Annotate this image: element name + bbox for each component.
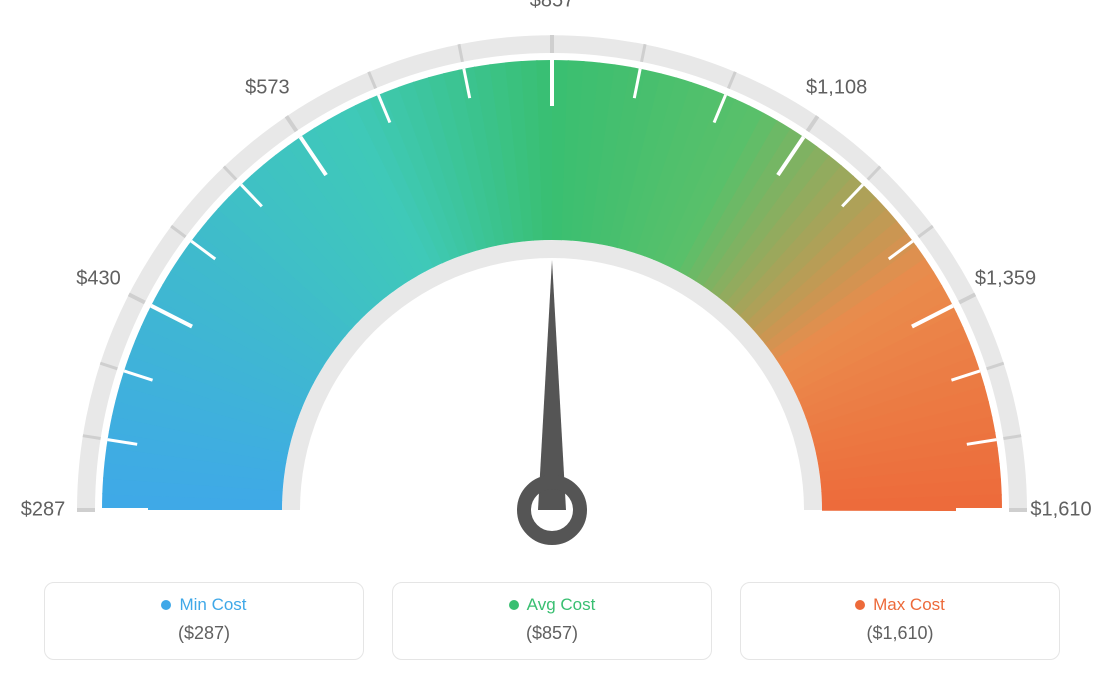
gauge-tick-label: $1,359 xyxy=(975,267,1036,290)
legend-card-max: Max Cost ($1,610) xyxy=(740,582,1060,660)
legend-title-avg: Avg Cost xyxy=(509,595,596,615)
gauge-tick-label: $1,108 xyxy=(806,77,867,100)
legend-avg-label: Avg Cost xyxy=(527,595,596,615)
legend-title-max: Max Cost xyxy=(855,595,945,615)
gauge-tick-label: $287 xyxy=(21,499,66,522)
legend-row: Min Cost ($287) Avg Cost ($857) Max Cost… xyxy=(0,582,1104,660)
legend-max-value: ($1,610) xyxy=(741,623,1059,644)
legend-max-label: Max Cost xyxy=(873,595,945,615)
legend-min-value: ($287) xyxy=(45,623,363,644)
gauge-tick-label: $430 xyxy=(76,267,121,290)
gauge-tick-label: $857 xyxy=(530,0,575,13)
gauge-tick-label: $573 xyxy=(245,77,290,100)
legend-avg-value: ($857) xyxy=(393,623,711,644)
legend-card-min: Min Cost ($287) xyxy=(44,582,364,660)
dot-icon xyxy=(855,600,865,610)
dot-icon xyxy=(509,600,519,610)
legend-title-min: Min Cost xyxy=(161,595,246,615)
legend-min-label: Min Cost xyxy=(179,595,246,615)
legend-card-avg: Avg Cost ($857) xyxy=(392,582,712,660)
dot-icon xyxy=(161,600,171,610)
gauge-tick-label: $1,610 xyxy=(1030,499,1091,522)
gauge-chart: $287 $430 $573 $857 $1,108 $1,359 $1,610 xyxy=(0,0,1104,570)
gauge-svg xyxy=(0,0,1104,570)
